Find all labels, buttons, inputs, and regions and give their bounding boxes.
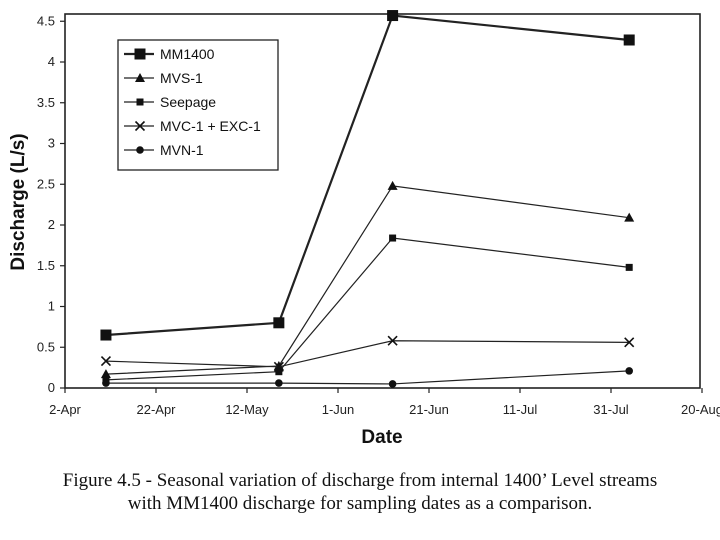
x-tick-label: 20-Aug — [681, 402, 720, 417]
x-tick-label: 31-Jul — [593, 402, 629, 417]
y-axis-label: Discharge (L/s) — [8, 133, 29, 270]
series-mvn-1 — [102, 367, 633, 388]
x-tick-label: 12-May — [225, 402, 269, 417]
y-tick-label: 3.5 — [37, 95, 55, 110]
data-point-mvn-1 — [102, 379, 110, 387]
y-tick-label: 0 — [48, 380, 55, 395]
series-mvs-1 — [100, 180, 635, 379]
data-point-mvc-1-exc-1 — [100, 356, 112, 367]
x-axis-label: Date — [361, 427, 402, 448]
data-point-seepage — [275, 368, 283, 376]
y-tick-label: 4 — [48, 54, 55, 69]
y-tick-label: 3 — [48, 136, 55, 151]
series-line-mvc-1-exc-1 — [105, 340, 630, 368]
chart-axes — [64, 13, 701, 389]
y-ticks: 0 0.5 1 1.5 2 2.5 3 3.5 4 4.5 — [37, 13, 65, 395]
data-point-mm1400 — [623, 34, 635, 46]
x-ticks: 2-Apr 22-Apr 12-May 1-Jun 21-Jun 11-Jul 31-Jul… — [49, 388, 720, 417]
data-point-mm1400 — [100, 329, 112, 341]
series-line-mvn-1 — [105, 370, 630, 385]
legend-label-seepage: Seepage — [160, 94, 216, 110]
legend-label-mm1400: MM1400 — [160, 46, 215, 62]
legend-box — [117, 39, 279, 171]
legend-label-mvn-1: MVN-1 — [160, 142, 204, 158]
series-line-mvs-1 — [105, 185, 630, 375]
legend-label-mvs-1: MVS-1 — [160, 70, 203, 86]
series-seepage — [102, 234, 633, 384]
series-mvc-1-exc-1 — [100, 335, 635, 372]
legend-marker-mm1400 — [134, 48, 146, 60]
y-tick-label: 4.5 — [37, 13, 55, 28]
data-point-mvn-1 — [625, 367, 633, 375]
x-tick-label: 2-Apr — [49, 402, 81, 417]
y-tick-label: 2 — [48, 217, 55, 232]
data-point-mvc-1-exc-1 — [387, 335, 398, 346]
data-point-mvn-1 — [275, 379, 283, 387]
data-point-mm1400 — [387, 10, 399, 22]
series-line-seepage — [105, 237, 630, 381]
figure-caption-line-2: with MM1400 discharge for sampling dates… — [127, 493, 593, 514]
y-tick-label: 1.5 — [37, 258, 55, 273]
x-tick-label: 21-Jun — [409, 402, 449, 417]
plot-area — [100, 10, 635, 388]
discharge-line-chart: 0 0.5 1 1.5 2 2.5 3 3.5 4 4.5 2-Apr 22-Apr 12-May 1-… — [8, 10, 720, 448]
series-mm1400 — [100, 10, 635, 341]
data-point-mvc-1-exc-1 — [624, 337, 635, 348]
data-point-seepage — [625, 263, 633, 271]
legend-marker-mvs-1 — [135, 73, 145, 82]
y-tick-label: 1 — [48, 299, 55, 314]
data-point-seepage — [389, 234, 397, 242]
data-point-mvn-1 — [388, 380, 397, 388]
x-tick-label: 22-Apr — [136, 402, 176, 417]
x-tick-label: 11-Jul — [503, 402, 538, 417]
data-point-mvs-1 — [624, 212, 635, 222]
legend-marker-seepage — [136, 98, 144, 106]
legend-marker-mvn-1 — [136, 146, 144, 154]
data-point-mvs-1 — [387, 180, 398, 190]
plot-frame — [64, 13, 701, 389]
y-tick-label: 0.5 — [37, 339, 55, 354]
data-point-mvc-1-exc-1 — [273, 361, 284, 372]
data-point-mvs-1 — [100, 369, 111, 379]
x-tick-label: 1-Jun — [322, 402, 355, 417]
legend: MM1400 MVS-1 Seepage MVC-1 + EXC-1 MVN-1 — [117, 39, 279, 171]
series-line-mm1400 — [105, 14, 630, 337]
data-point-mm1400 — [273, 317, 285, 329]
legend-marker-mvc-1-exc-1 — [134, 120, 146, 132]
legend-label-mvc-1-exc-1: MVC-1 + EXC-1 — [160, 118, 261, 134]
y-tick-label: 2.5 — [37, 176, 55, 191]
figure-caption-line-1: Figure 4.5 - Seasonal variation of disch… — [62, 470, 658, 491]
data-point-mvs-1 — [273, 360, 284, 370]
